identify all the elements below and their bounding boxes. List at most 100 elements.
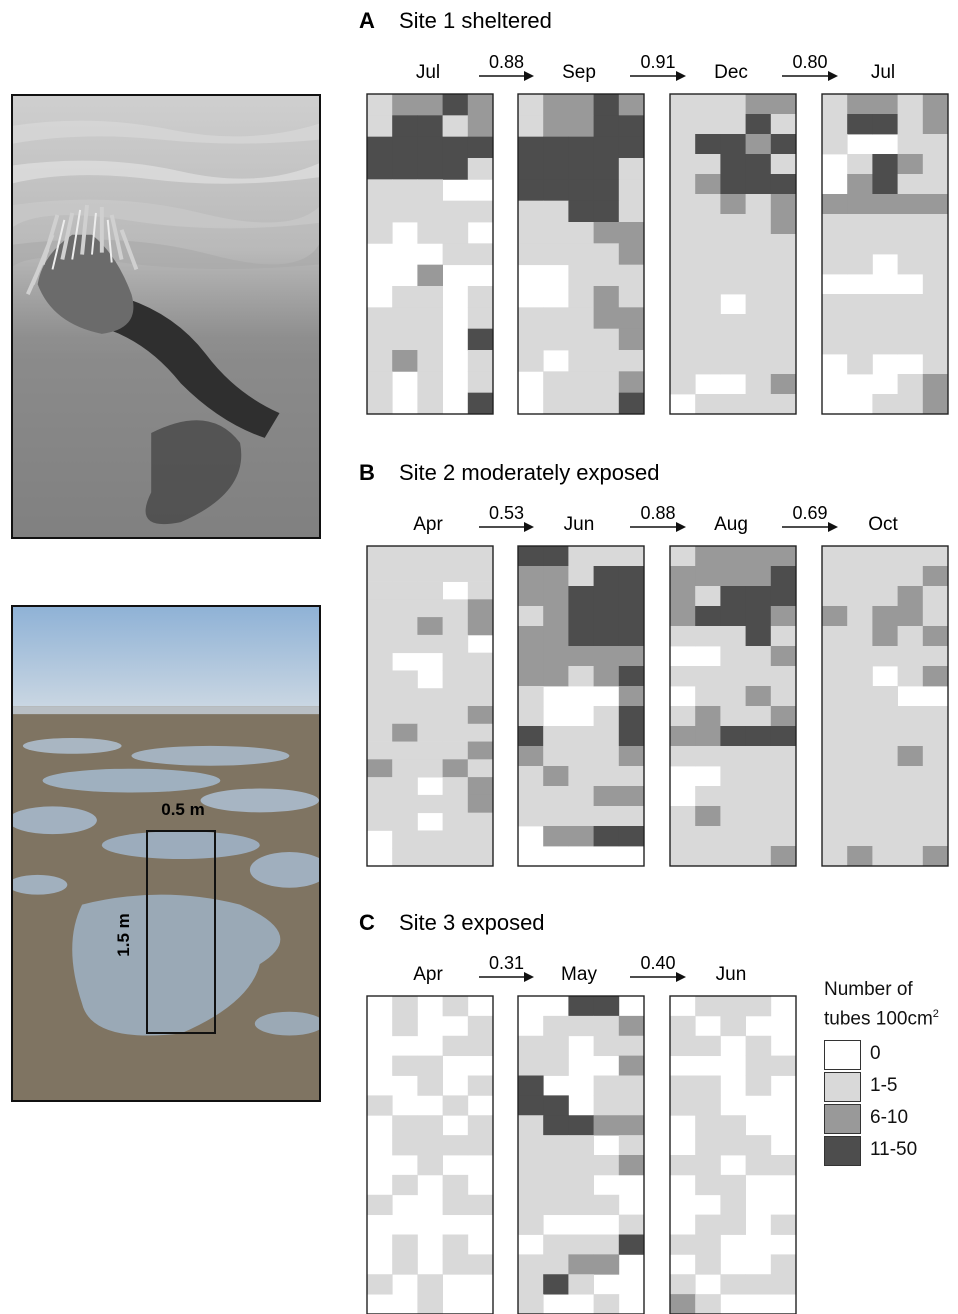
grid-cell bbox=[695, 134, 721, 155]
grid-cell bbox=[417, 723, 443, 742]
grid-cell bbox=[720, 214, 746, 235]
grid-cell bbox=[568, 746, 594, 767]
grid-cell bbox=[897, 666, 924, 687]
grid-cell bbox=[695, 666, 721, 687]
grid-cell bbox=[593, 606, 620, 627]
grid-cell bbox=[442, 563, 469, 582]
grid-cell bbox=[417, 563, 443, 582]
grid-cell bbox=[695, 274, 721, 295]
grid-cell bbox=[543, 94, 569, 116]
grid-cell bbox=[745, 1274, 772, 1295]
grid-cell bbox=[367, 759, 393, 778]
grid-cell bbox=[543, 243, 569, 266]
grid-cell bbox=[593, 766, 620, 787]
grid-cell bbox=[847, 94, 873, 115]
grid-cell bbox=[770, 646, 797, 667]
grid-cell bbox=[822, 726, 848, 747]
grid-cell bbox=[417, 307, 443, 330]
panel-title: Site 2 moderately exposed bbox=[399, 460, 660, 485]
grid-cell bbox=[442, 706, 469, 725]
grid-cell bbox=[568, 826, 594, 847]
grid-cell bbox=[568, 806, 594, 827]
grid-cell bbox=[442, 158, 469, 180]
grid-cell bbox=[618, 706, 645, 727]
grid-cell bbox=[568, 1194, 594, 1216]
grid-cell bbox=[518, 586, 544, 607]
grid-cell bbox=[872, 766, 898, 787]
grid-cell bbox=[770, 566, 797, 587]
grid-frame bbox=[821, 545, 949, 867]
grid-cell bbox=[618, 94, 645, 116]
grid-cell bbox=[745, 394, 772, 415]
grid-cell bbox=[593, 806, 620, 827]
similarity-value: 0.91 bbox=[640, 52, 675, 72]
grid-frame bbox=[517, 995, 645, 1314]
grid-cell bbox=[593, 646, 620, 667]
grid-cell bbox=[670, 1075, 696, 1096]
grid-cell bbox=[467, 392, 494, 415]
grid-cell bbox=[922, 706, 949, 727]
grid-cell bbox=[417, 706, 443, 725]
grid-cell bbox=[467, 1075, 494, 1096]
grid-cell bbox=[922, 114, 949, 135]
grid-cell bbox=[442, 830, 469, 849]
grid-cell bbox=[467, 1194, 494, 1216]
grid-cell bbox=[593, 626, 620, 647]
grid-cell bbox=[670, 606, 696, 627]
grid-cell bbox=[568, 307, 594, 330]
tube-worm-photo bbox=[11, 94, 321, 539]
grid-frame bbox=[669, 995, 797, 1314]
grid-cell bbox=[922, 826, 949, 847]
arrow-head bbox=[676, 522, 686, 532]
grid-cell bbox=[392, 179, 418, 202]
grid-cell bbox=[720, 254, 746, 275]
legend-label: 1-5 bbox=[870, 1075, 898, 1096]
arrow-head bbox=[828, 71, 838, 81]
grid-cell bbox=[897, 154, 924, 175]
grid-cell bbox=[618, 626, 645, 647]
grid-cell bbox=[593, 1155, 620, 1176]
grid-cell bbox=[568, 626, 594, 647]
grid-cell bbox=[720, 1135, 746, 1156]
grid-cell bbox=[745, 746, 772, 767]
arrow-head bbox=[524, 71, 534, 81]
similarity-value: 0.88 bbox=[640, 503, 675, 523]
grid-cell bbox=[922, 314, 949, 335]
grid-cell bbox=[695, 1234, 721, 1255]
grid-cell bbox=[392, 563, 418, 582]
grid-cell bbox=[467, 794, 494, 814]
grid-cell bbox=[367, 115, 393, 138]
grid-cell bbox=[568, 1135, 594, 1156]
grid-cell bbox=[392, 581, 418, 600]
grid-cell bbox=[670, 566, 696, 587]
grid-cell bbox=[467, 350, 494, 372]
grid-cell bbox=[593, 546, 620, 567]
grid-cell bbox=[670, 1095, 696, 1116]
grid-frame bbox=[821, 93, 949, 415]
grid-cell bbox=[518, 786, 544, 807]
grid-cell bbox=[417, 688, 443, 707]
grid-cell bbox=[745, 1055, 772, 1076]
grid-cell bbox=[745, 646, 772, 667]
grid-cell bbox=[770, 846, 797, 867]
grid-cell bbox=[872, 294, 898, 315]
grid-cell bbox=[847, 606, 873, 627]
grid-cell bbox=[745, 214, 772, 235]
grid-cell bbox=[847, 646, 873, 667]
grid-cell bbox=[593, 371, 620, 394]
grid-cell bbox=[897, 334, 924, 355]
grid-cell bbox=[922, 626, 949, 647]
month-label: Aug bbox=[714, 514, 748, 535]
grid-cell bbox=[922, 546, 949, 567]
grid-cell bbox=[618, 371, 645, 394]
grid-cell bbox=[822, 294, 848, 315]
grid-cell bbox=[847, 706, 873, 727]
arrow-head bbox=[676, 71, 686, 81]
quadrat-width-label: 0.5 m bbox=[161, 800, 204, 819]
grid-cell bbox=[392, 1115, 418, 1136]
grid-cell bbox=[670, 154, 696, 175]
grid-cell bbox=[695, 626, 721, 647]
grid-cell bbox=[745, 666, 772, 687]
grid-cell bbox=[543, 806, 569, 827]
grid-cell bbox=[417, 1155, 443, 1176]
